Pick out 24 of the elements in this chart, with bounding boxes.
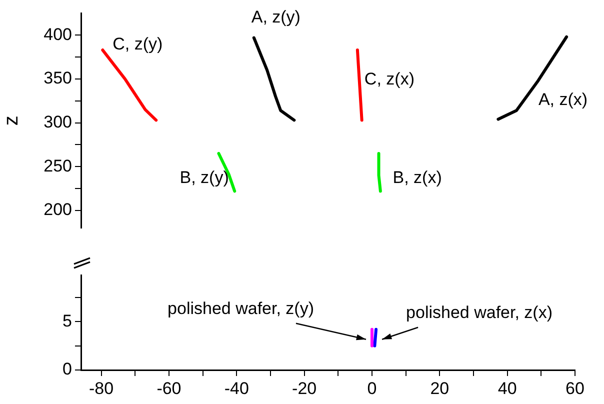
x-tick-label: 0	[367, 378, 377, 398]
x-tick-label: -40	[224, 378, 249, 398]
x-tick-label: 40	[498, 378, 517, 398]
y-tick-label: 5	[62, 311, 72, 330]
series-label: A, z(x)	[538, 90, 588, 110]
series-label: C, z(x)	[364, 70, 414, 89]
x-tick-label: 60	[566, 378, 584, 398]
y-tick-label: 400	[44, 24, 72, 44]
y-axis-title: z	[0, 116, 23, 126]
y-tick-label: 200	[44, 200, 72, 220]
series-label: B, z(x)	[392, 168, 442, 188]
x-tick-label: -20	[292, 378, 317, 398]
series-label: polished wafer, z(x)	[406, 303, 552, 322]
y-tick-label: 0	[62, 360, 72, 379]
y-tick-label: 300	[44, 112, 72, 132]
y-tick-label: 350	[44, 68, 72, 88]
series-label: C, z(y)	[112, 34, 163, 54]
series-label: B, z(y)	[180, 168, 229, 188]
series-label: A, z(y)	[251, 7, 300, 26]
y-tick-label: 250	[44, 156, 72, 176]
text: polished wafer, z(y)	[168, 299, 314, 318]
x-tick-label: -80	[89, 378, 114, 398]
x-tick-label: -60	[156, 378, 182, 398]
x-tick-label: 20	[430, 378, 450, 398]
